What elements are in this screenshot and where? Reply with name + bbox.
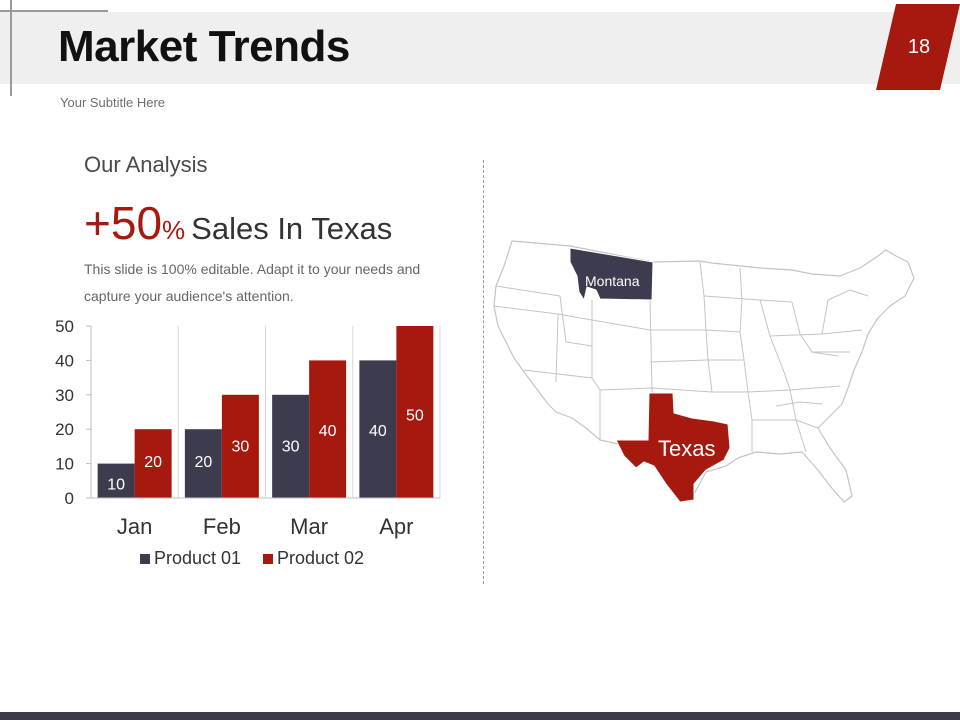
chart-y-tick-label: 0: [65, 489, 74, 508]
chart-bar-2: [309, 360, 347, 498]
chart-legend-swatch: [263, 554, 273, 564]
stat-number: +50: [84, 197, 163, 249]
chart-legend-swatch: [140, 554, 150, 564]
chart-y-tick-label: 50: [55, 317, 74, 336]
chart-x-tick-label: Apr: [379, 514, 413, 539]
chart-x-tick-label: Feb: [203, 514, 241, 539]
texas-shape: [615, 392, 731, 503]
chart-bar-1: [359, 360, 397, 498]
montana-shape: [569, 247, 654, 302]
page-number: 18: [907, 36, 931, 58]
chart-bar-2: [221, 394, 259, 498]
chart-y-tick-label: 30: [55, 386, 74, 405]
chart-bar-1: [97, 463, 135, 498]
chart-y-tick-label: 40: [55, 351, 74, 370]
chart-data-label: 20: [144, 454, 162, 471]
chart-x-tick-label: Mar: [290, 514, 328, 539]
page-number-badge: [876, 4, 960, 90]
chart-bar-2: [134, 429, 172, 498]
chart-data-label: 50: [406, 408, 424, 425]
vertical-divider: [483, 160, 484, 584]
slide-subtitle: Your Subtitle Here: [60, 95, 166, 110]
chart-data-label: 40: [369, 423, 387, 440]
us-map-state-lines: [493, 261, 869, 453]
chart-data-label: 10: [107, 477, 125, 494]
analysis-description: This slide is 100% editable. Adapt it to…: [84, 261, 421, 304]
us-map: [493, 240, 915, 503]
montana-label: Montana: [585, 273, 640, 289]
chart-legend-label: Product 02: [277, 548, 364, 568]
chart-x-tick-label: Jan: [117, 514, 152, 539]
chart-legend-label: Product 01: [154, 548, 241, 568]
chart-y-tick-label: 20: [55, 420, 74, 439]
chart-bar-1: [184, 429, 222, 498]
texas-label: Texas: [658, 436, 716, 461]
chart-bar-1: [272, 394, 310, 498]
chart-bar-2: [396, 326, 434, 498]
bottom-bar: [0, 712, 960, 720]
stat-row: +50% Sales In Texas: [84, 196, 392, 250]
corner-decoration-horizontal: [0, 10, 108, 12]
chart-data-label: 30: [231, 439, 249, 456]
chart-y-tick-label: 10: [55, 455, 74, 474]
us-map-outline: [493, 240, 915, 503]
stat-text: Sales In Texas: [191, 211, 393, 246]
chart-data-label: 40: [319, 423, 337, 440]
stat-unit: %: [162, 215, 186, 245]
chart-data-label: 30: [282, 439, 300, 456]
chart-data-label: 20: [194, 454, 212, 471]
slide-title: Market Trends: [58, 22, 350, 71]
analysis-heading: Our Analysis: [84, 152, 208, 177]
corner-decoration-vertical: [10, 0, 12, 96]
header-band: [0, 12, 960, 84]
